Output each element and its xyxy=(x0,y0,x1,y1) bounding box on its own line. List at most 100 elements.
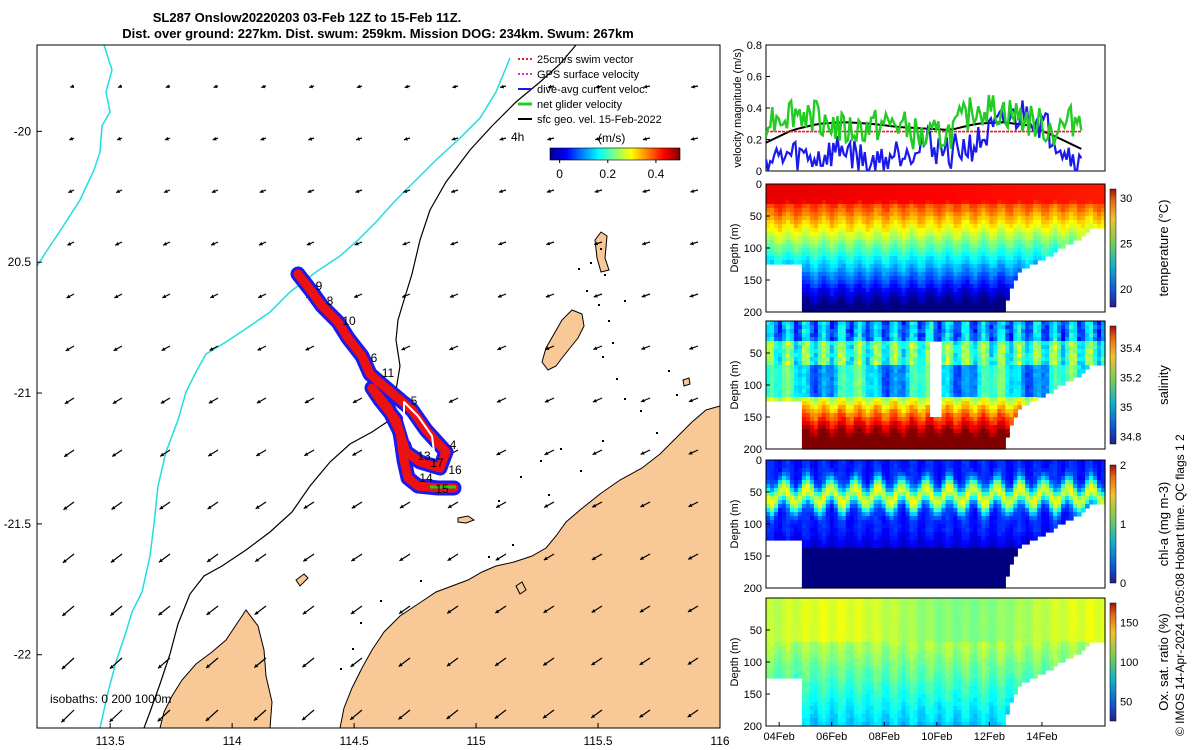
geo-arrowhead xyxy=(351,504,356,509)
section-cell xyxy=(821,397,827,402)
geo-arrowhead xyxy=(447,557,452,561)
section-cell xyxy=(1097,200,1102,205)
reef-dot xyxy=(560,448,562,450)
section-cell xyxy=(833,373,839,378)
section-cell xyxy=(766,353,771,358)
section-cell xyxy=(973,204,978,209)
section-cell xyxy=(1033,252,1038,257)
section-cell xyxy=(925,321,931,326)
section-cell xyxy=(865,345,871,350)
section-cell xyxy=(861,300,867,305)
section-cell xyxy=(825,373,831,378)
section-cell xyxy=(857,248,863,253)
section-cell xyxy=(965,196,970,201)
section-cell xyxy=(897,329,903,334)
section-cell xyxy=(897,272,903,277)
section-cell xyxy=(957,196,962,201)
section-cell xyxy=(845,268,851,273)
section-cell xyxy=(933,421,939,426)
section-cell xyxy=(825,329,831,334)
section-cell xyxy=(881,224,887,229)
section-cell xyxy=(833,421,839,426)
section-cell xyxy=(766,472,771,477)
section-cell xyxy=(909,208,915,213)
section-cell xyxy=(1049,220,1054,225)
section-cell xyxy=(809,341,815,346)
section-cell xyxy=(969,357,974,362)
geo-arrowhead xyxy=(67,241,72,246)
section-cell xyxy=(770,333,775,338)
section-cell xyxy=(829,369,835,374)
section-cell xyxy=(1025,224,1030,229)
section-cell xyxy=(861,441,867,446)
section-cell xyxy=(909,433,915,438)
section-cell xyxy=(989,377,994,382)
section-cell xyxy=(965,300,970,305)
section-cell xyxy=(766,373,771,378)
section-cell xyxy=(969,304,974,309)
section-cell xyxy=(805,236,811,241)
section-cell xyxy=(817,345,823,350)
section-cell xyxy=(785,365,791,370)
section-cell xyxy=(1033,365,1038,370)
section-cell xyxy=(793,256,799,261)
section-cell xyxy=(1025,236,1030,241)
section-cell xyxy=(1033,349,1038,354)
section-cell xyxy=(1069,349,1074,354)
section-cell xyxy=(853,192,859,197)
section-cell xyxy=(981,321,986,326)
section-cell xyxy=(825,192,831,197)
reef-dot xyxy=(668,370,670,372)
section-cell xyxy=(829,429,835,434)
section-cell xyxy=(1041,333,1046,338)
section-cell xyxy=(885,393,891,398)
section-cell xyxy=(941,357,947,362)
section-cell xyxy=(865,357,871,362)
section-cell xyxy=(913,280,919,285)
section-cell xyxy=(957,381,962,386)
section-cell xyxy=(877,224,883,229)
section-cell xyxy=(933,276,939,281)
section-cell xyxy=(997,284,1002,289)
section-cell xyxy=(953,393,958,398)
section-cell xyxy=(782,204,787,209)
section-cell xyxy=(945,393,951,398)
section-cell xyxy=(893,333,899,338)
section-cell xyxy=(1077,333,1082,338)
section-cell xyxy=(849,204,855,209)
section-cell xyxy=(1029,212,1034,217)
section-cell xyxy=(813,308,819,313)
section-cell xyxy=(809,361,815,366)
section-cell xyxy=(969,232,974,237)
section-cell xyxy=(973,184,978,189)
geo-arrowhead xyxy=(500,84,504,89)
section-cell xyxy=(865,228,871,233)
section-cell xyxy=(977,361,982,366)
section-cell xyxy=(973,393,978,398)
section-cell xyxy=(1001,204,1006,209)
section-cell xyxy=(861,405,867,410)
section-cell xyxy=(766,496,771,501)
section-cell xyxy=(941,244,947,249)
section-cell xyxy=(809,345,815,350)
section-cell xyxy=(933,196,939,201)
section-cell xyxy=(957,337,962,342)
section-cell xyxy=(789,353,795,358)
section-cell xyxy=(793,244,799,249)
section-cell xyxy=(1097,224,1102,229)
section-cell xyxy=(778,216,783,221)
section-cell xyxy=(969,260,974,265)
section-cell xyxy=(885,184,891,189)
section-cell xyxy=(829,357,835,362)
section-cell xyxy=(1057,236,1062,241)
section-cell xyxy=(1033,369,1038,374)
geo-arrowhead xyxy=(687,608,692,612)
isobath-200 xyxy=(99,57,511,728)
section-cell xyxy=(801,204,807,209)
section-cell xyxy=(1001,425,1006,430)
section-cell xyxy=(977,300,982,305)
section-cell xyxy=(913,365,919,370)
section-cell xyxy=(829,216,835,221)
section-cell xyxy=(873,240,879,245)
section-cell xyxy=(953,345,958,350)
